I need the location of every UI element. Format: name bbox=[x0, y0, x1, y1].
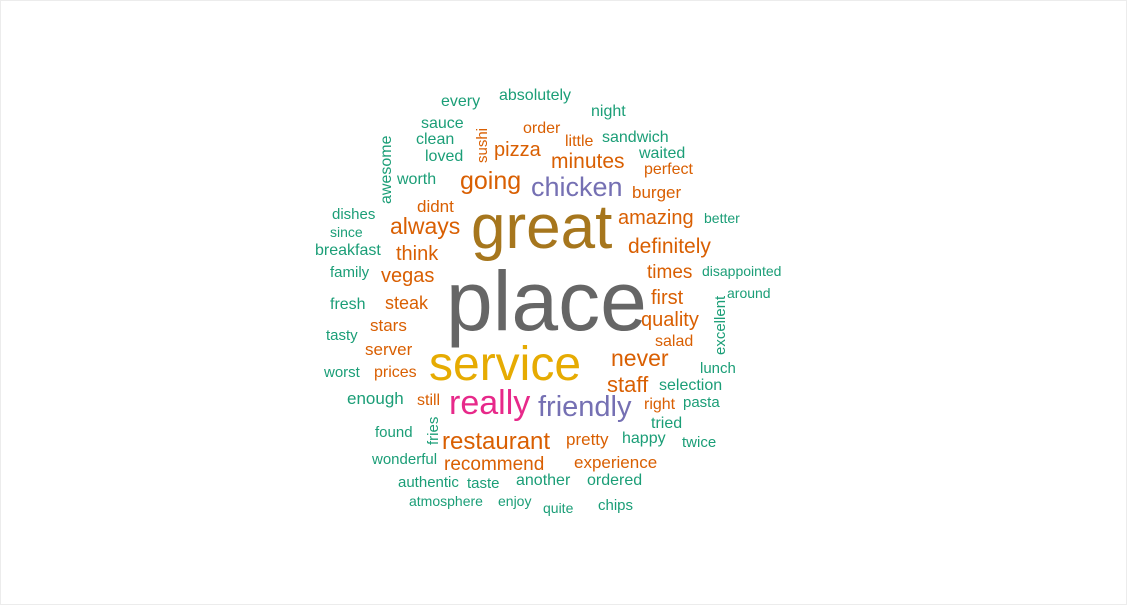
word-minutes: minutes bbox=[551, 150, 625, 173]
word-worth: worth bbox=[397, 171, 437, 188]
word-authentic: authentic bbox=[398, 474, 459, 491]
word-amazing: amazing bbox=[618, 207, 694, 229]
word-disappointed: disappointed bbox=[702, 263, 782, 279]
word-still: still bbox=[417, 392, 441, 409]
word-chicken: chicken bbox=[531, 172, 623, 202]
word-really: really bbox=[449, 384, 531, 422]
word-order: order bbox=[523, 120, 561, 137]
word-sandwich: sandwich bbox=[602, 129, 669, 146]
word-didnt: didnt bbox=[417, 197, 454, 216]
word-tasty: tasty bbox=[326, 327, 358, 344]
word-absolutely: absolutely bbox=[499, 87, 572, 104]
word-fresh: fresh bbox=[330, 296, 366, 313]
word-twice: twice bbox=[682, 434, 717, 451]
word-right: right bbox=[644, 396, 676, 413]
word-loved: loved bbox=[425, 148, 464, 165]
word-vegas: vegas bbox=[381, 265, 435, 287]
word-times: times bbox=[647, 262, 693, 283]
word-ordered: ordered bbox=[587, 472, 643, 489]
word-quality: quality bbox=[641, 309, 699, 331]
word-lunch: lunch bbox=[700, 360, 736, 377]
word-better: better bbox=[704, 210, 740, 226]
word-stars: stars bbox=[370, 316, 407, 335]
word-always: always bbox=[390, 213, 461, 239]
word-first: first bbox=[651, 287, 684, 309]
word-found: found bbox=[375, 424, 413, 441]
word-steak: steak bbox=[385, 293, 429, 313]
word-definitely: definitely bbox=[628, 235, 711, 258]
word-going: going bbox=[460, 167, 522, 195]
word-staff: staff bbox=[607, 372, 649, 397]
word-breakfast: breakfast bbox=[315, 242, 381, 259]
word-pasta: pasta bbox=[683, 394, 720, 411]
word-awesome: awesome bbox=[378, 135, 395, 204]
word-quite: quite bbox=[543, 500, 574, 516]
word-restaurant: restaurant bbox=[442, 428, 551, 455]
word-great: great bbox=[471, 193, 613, 262]
word-excellent: excellent bbox=[712, 295, 729, 355]
word-little: little bbox=[565, 133, 594, 150]
word-since: since bbox=[330, 224, 363, 240]
word-burger: burger bbox=[632, 183, 682, 202]
word-tried: tried bbox=[651, 415, 683, 432]
word-wonderful: wonderful bbox=[372, 451, 438, 468]
word-fries: fries bbox=[425, 416, 442, 445]
word-taste: taste bbox=[467, 475, 500, 492]
word-recommend: recommend bbox=[444, 454, 545, 475]
word-sushi: sushi bbox=[474, 127, 491, 163]
word-clean: clean bbox=[416, 131, 455, 148]
word-pretty: pretty bbox=[566, 430, 609, 449]
word-enough: enough bbox=[347, 389, 404, 408]
word-sauce: sauce bbox=[421, 115, 464, 132]
word-atmosphere: atmosphere bbox=[409, 493, 483, 509]
word-experience: experience bbox=[574, 453, 658, 472]
word-service: service bbox=[429, 338, 582, 391]
word-waited: waited bbox=[639, 145, 686, 162]
word-night: night bbox=[591, 103, 626, 120]
word-another: another bbox=[516, 472, 571, 489]
word-never: never bbox=[611, 345, 669, 371]
word-prices: prices bbox=[374, 364, 417, 381]
word-around: around bbox=[727, 285, 771, 301]
word-dishes: dishes bbox=[332, 206, 376, 223]
word-server: server bbox=[365, 340, 413, 359]
word-perfect: perfect bbox=[644, 161, 693, 178]
word-family: family bbox=[330, 264, 370, 281]
word-every: every bbox=[441, 93, 481, 110]
word-friendly: friendly bbox=[538, 391, 632, 423]
word-place: place bbox=[446, 254, 647, 348]
word-pizza: pizza bbox=[494, 139, 541, 161]
word-think: think bbox=[396, 243, 439, 265]
word-enjoy: enjoy bbox=[498, 493, 532, 509]
word-chips: chips bbox=[598, 497, 634, 514]
word-selection: selection bbox=[659, 377, 723, 394]
word-salad: salad bbox=[655, 333, 694, 350]
word-worst: worst bbox=[324, 364, 360, 381]
word-happy: happy bbox=[622, 430, 666, 447]
